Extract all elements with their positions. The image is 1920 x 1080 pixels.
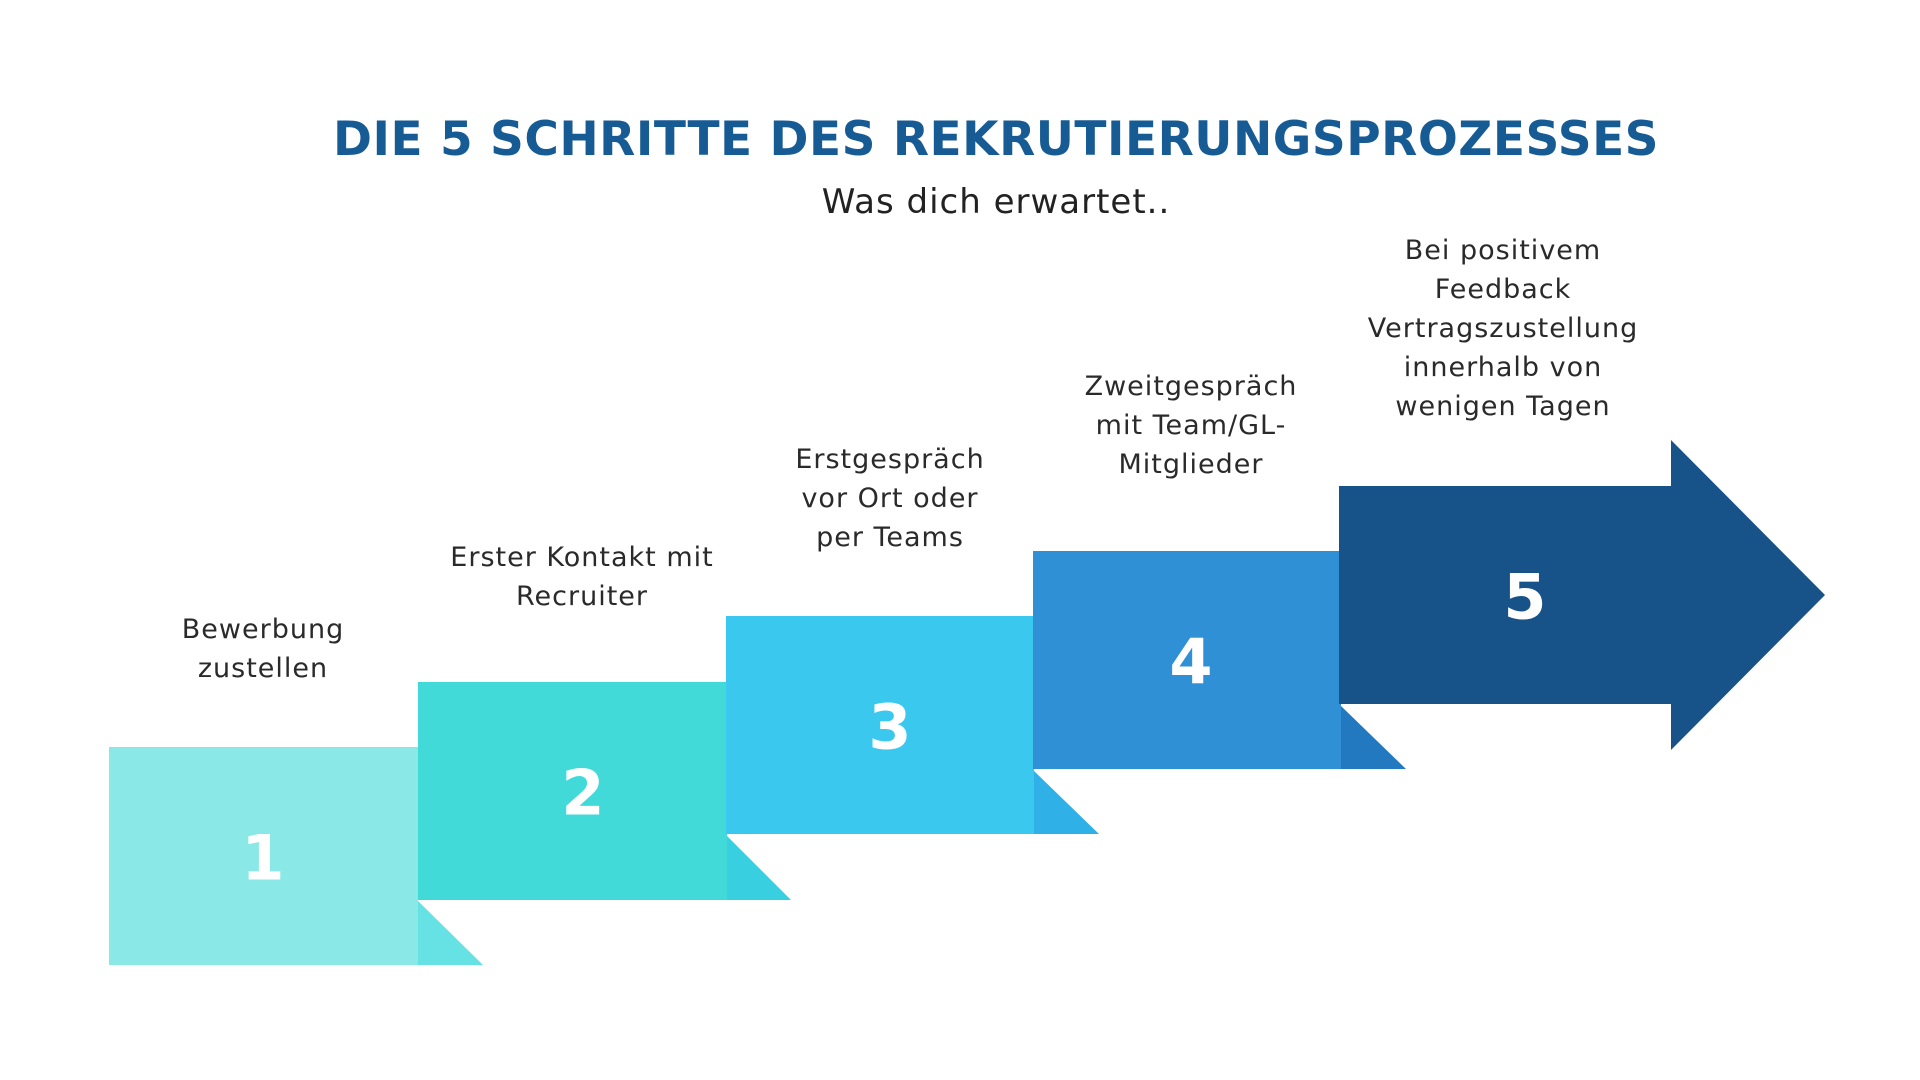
step-5-label: Bei positivem Feedback Vertragszustellun… — [1353, 231, 1653, 426]
step-4-label: Zweitgespräch mit Team/GL- Mitglieder — [1041, 367, 1341, 484]
step-2-rect — [418, 682, 727, 900]
step-4-block: 4 — [1033, 551, 1406, 769]
step-1-label: Bewerbung zustellen — [113, 610, 413, 688]
step-3-label-line: per Teams — [816, 522, 964, 553]
step-3-block: 3 — [726, 616, 1099, 834]
step-5-number: 5 — [1503, 561, 1546, 634]
step-3-label-line: Erstgespräch — [795, 444, 985, 475]
step-2-number: 2 — [561, 757, 604, 830]
step-1-block: 1 — [109, 747, 483, 965]
step-4-fold — [1341, 706, 1406, 769]
step-5-label-line: wenigen Tagen — [1395, 391, 1611, 422]
step-3-label-line: vor Ort oder — [801, 483, 979, 514]
step-4-label-line: Mitglieder — [1118, 449, 1264, 480]
step-3-fold — [1034, 771, 1099, 834]
step-2-fold — [727, 836, 791, 900]
step-1-label-line: zustellen — [197, 653, 329, 684]
step-4-number: 4 — [1169, 626, 1212, 699]
step-4-label-line: Zweitgespräch — [1084, 371, 1298, 402]
step-5-arrow-shape — [1339, 440, 1825, 750]
page-title: DIE 5 SCHRITTE DES REKRUTIERUNGSPROZESSE… — [332, 112, 1660, 167]
step-3-number: 3 — [868, 691, 911, 764]
step-4-rect — [1033, 551, 1341, 769]
step-2-label-line: Erster Kontakt mit — [450, 542, 714, 573]
step-1-label-line: Bewerbung — [181, 614, 345, 645]
step-5-label-line: innerhalb von — [1403, 352, 1603, 383]
step-5-label-line: Vertragszustellung — [1367, 313, 1639, 344]
step-5-label-line: Feedback — [1434, 274, 1572, 305]
step-1-fold — [418, 901, 483, 965]
page-subtitle: Was dich erwartet.. — [821, 182, 1171, 222]
step-1-number: 1 — [241, 822, 284, 895]
step-2-block: 2 — [418, 682, 791, 900]
step-3-label: Erstgespräch vor Ort oder per Teams — [740, 440, 1040, 557]
step-4-label-line: mit Team/GL- — [1095, 410, 1287, 441]
step-1-rect — [109, 747, 418, 965]
step-2-label-line: Recruiter — [515, 581, 649, 612]
step-5-arrow: 5 — [1339, 440, 1825, 750]
step-2-label: Erster Kontakt mit Recruiter — [432, 538, 732, 616]
step-3-rect — [726, 616, 1034, 834]
step-5-label-line: Bei positivem — [1404, 235, 1602, 266]
